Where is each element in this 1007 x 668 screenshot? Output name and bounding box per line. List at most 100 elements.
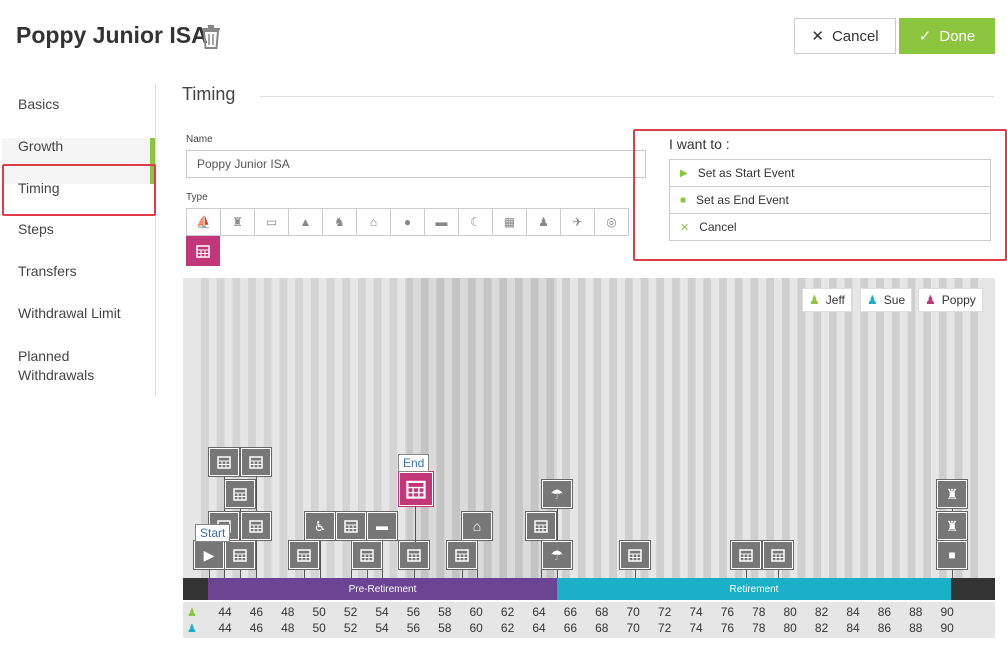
close-icon: ✕: [811, 28, 824, 45]
age-label: 80: [783, 605, 797, 619]
age-label: 86: [877, 605, 892, 619]
calendar-icon[interactable]: [224, 540, 256, 570]
calendar-icon[interactable]: [335, 511, 367, 541]
age-label: 56: [406, 605, 421, 619]
graduation-icon[interactable]: ▲: [288, 208, 323, 236]
age-label: 90: [940, 605, 954, 619]
timeline-stripe: [766, 278, 774, 578]
timeline-stripe: [954, 278, 963, 578]
timeline-stripe: [295, 278, 303, 578]
calendar-icon[interactable]: [240, 511, 272, 541]
sidebar-item-basics[interactable]: Basics: [18, 96, 60, 112]
sidebar-item-withdrawal-limit[interactable]: Withdrawal Limit: [18, 305, 121, 321]
event-stem: [351, 526, 352, 578]
stop-icon[interactable]: ■: [936, 540, 968, 570]
rings-icon[interactable]: ◎: [594, 208, 629, 236]
age-label: 68: [595, 621, 609, 635]
timeline-stripe: [829, 278, 837, 578]
age-label: 60: [469, 605, 483, 619]
calendar-icon[interactable]: [730, 540, 762, 570]
age-label: 76: [720, 605, 735, 619]
age-label: 86: [877, 621, 892, 635]
play-icon[interactable]: ▶: [193, 540, 225, 570]
age-label: 70: [626, 605, 640, 619]
event-stem: [256, 526, 257, 578]
sidebar-item-growth[interactable]: Growth: [18, 138, 64, 154]
cancel-option[interactable]: ✕ Cancel: [669, 213, 991, 241]
page-title: Poppy Junior ISA: [16, 22, 208, 48]
selected-event-calendar-icon[interactable]: [398, 471, 434, 507]
bell-icon[interactable]: ♜: [936, 479, 968, 509]
calendar-icon[interactable]: [224, 479, 256, 509]
person-icon: ♟: [925, 293, 936, 307]
shop-icon[interactable]: ▦: [492, 208, 527, 236]
calendar-icon[interactable]: [446, 540, 478, 570]
age-label: 66: [563, 621, 578, 635]
calendar-icon[interactable]: [288, 540, 320, 570]
home-icon[interactable]: ⌂: [461, 511, 493, 541]
age-label: 52: [343, 621, 358, 635]
car-icon[interactable]: ▬: [366, 511, 398, 541]
age-label: 88: [909, 621, 923, 635]
age-rows-bg: [183, 602, 995, 638]
calendar-icon[interactable]: [762, 540, 794, 570]
type-label: Type: [186, 192, 208, 203]
timeline-stripe: [719, 278, 727, 578]
moon-icon[interactable]: ☾: [458, 208, 493, 236]
calendar-icon[interactable]: [240, 447, 272, 477]
age-label: 82: [814, 621, 829, 635]
legend-poppy[interactable]: ♟ Poppy: [918, 288, 983, 312]
person-icon[interactable]: ♟: [526, 208, 561, 236]
bell-icon[interactable]: ♜: [936, 511, 968, 541]
age-label: 84: [846, 621, 860, 635]
timeline-stripe: [577, 278, 586, 578]
book-icon[interactable]: ▭: [254, 208, 289, 236]
age-label: 74: [689, 605, 703, 619]
age-label: 64: [532, 605, 546, 619]
section-title: Timing: [182, 84, 236, 104]
name-input[interactable]: Poppy Junior ISA: [186, 150, 646, 178]
calendar-icon-selected[interactable]: [186, 236, 220, 266]
sidebar-item-steps[interactable]: Steps: [18, 221, 54, 237]
trash-icon[interactable]: [200, 24, 222, 50]
timeline-stripe: [373, 278, 382, 578]
umbrella-icon[interactable]: ☂: [541, 540, 573, 570]
timeline-stripe: [656, 278, 665, 578]
calendar-icon[interactable]: [525, 511, 557, 541]
set-start-event-option[interactable]: ▶ Set as Start Event: [669, 159, 991, 187]
age-label: 78: [752, 605, 766, 619]
end-callout: End: [398, 454, 430, 472]
plane-icon[interactable]: ✈: [560, 208, 595, 236]
boat-icon[interactable]: ⛵: [186, 208, 221, 236]
timeline-stripe: [844, 278, 853, 578]
legend-sue[interactable]: ♟ Sue: [860, 288, 913, 312]
calendar-icon[interactable]: [619, 540, 651, 570]
timeline-stripe: [813, 278, 822, 578]
age-label: 62: [500, 605, 515, 619]
legend-jeff[interactable]: ♟ Jeff: [802, 288, 852, 312]
calendar-icon[interactable]: [208, 447, 240, 477]
sidebar-item-planned-withdrawals[interactable]: Planned Withdrawals: [18, 348, 95, 383]
home-icon[interactable]: ⌂: [356, 208, 391, 236]
timeline-stripe: [420, 278, 429, 578]
wheelchair-icon[interactable]: ♿: [304, 511, 336, 541]
umbrella-icon[interactable]: ☂: [541, 479, 573, 509]
sidebar-item-transfers[interactable]: Transfers: [18, 263, 77, 279]
cake-icon[interactable]: ♜: [220, 208, 255, 236]
timeline-stripe: [358, 278, 366, 578]
car-icon[interactable]: ▬: [424, 208, 459, 236]
timeline-stripe: [750, 278, 759, 578]
calendar-icon[interactable]: [351, 540, 383, 570]
calendar-icon[interactable]: [398, 540, 430, 570]
timeline-stripe: [232, 278, 241, 578]
timeline-stripe: [515, 278, 523, 578]
age-label: 44: [218, 621, 232, 635]
done-button[interactable]: ✓ Done: [899, 18, 995, 54]
person-icon: ♟: [187, 607, 197, 619]
timeline-stripe: [781, 278, 790, 578]
money-bag-icon[interactable]: ●: [390, 208, 425, 236]
rocking-horse-icon[interactable]: ♞: [322, 208, 357, 236]
person-icon: ♟: [867, 293, 878, 307]
sidebar-item-timing[interactable]: Timing: [18, 180, 60, 196]
cancel-button[interactable]: ✕ Cancel: [794, 18, 896, 54]
